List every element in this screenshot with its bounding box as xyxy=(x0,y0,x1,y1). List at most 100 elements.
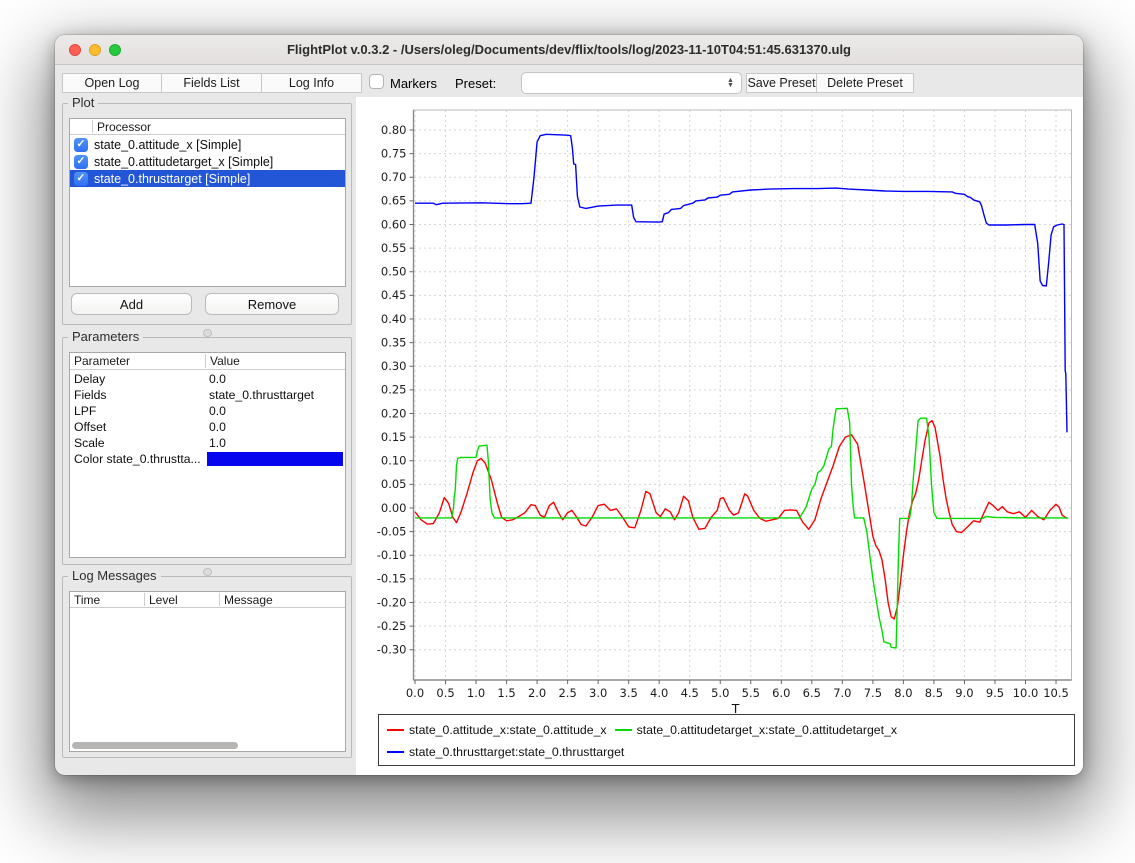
legend-label: state_0.attitude_x:state_0.attitude_x xyxy=(409,723,607,737)
svg-text:7.5: 7.5 xyxy=(864,686,882,700)
parameters-header: Parameter Value xyxy=(70,353,345,370)
title-bar: FlightPlot v.0.3.2 - /Users/oleg/Documen… xyxy=(55,35,1083,65)
plot-series-row[interactable]: state_0.thrusttarget [Simple] xyxy=(70,170,345,187)
param-value: 1.0 xyxy=(209,436,226,450)
delete-preset-button[interactable]: Delete Preset xyxy=(816,73,914,93)
minimize-button[interactable] xyxy=(89,44,101,56)
series-label: state_0.attitude_x [Simple] xyxy=(92,138,241,152)
fields-list-button[interactable]: Fields List xyxy=(161,73,262,93)
svg-text:0.25: 0.25 xyxy=(381,383,407,397)
value-column-header: Value xyxy=(210,354,240,368)
legend-label: state_0.thrusttarget:state_0.thrusttarge… xyxy=(409,745,624,759)
legend-label: state_0.attitudetarget_x:state_0.attitud… xyxy=(637,723,897,737)
param-name: Fields xyxy=(74,388,107,402)
plot-series-row[interactable]: state_0.attitudetarget_x [Simple] xyxy=(70,153,345,170)
param-value: state_0.thrusttarget xyxy=(209,388,314,402)
svg-text:1.5: 1.5 xyxy=(497,686,515,700)
green-line-sample xyxy=(615,729,632,731)
message-column-header: Message xyxy=(224,593,273,607)
svg-text:0.65: 0.65 xyxy=(381,194,407,208)
param-name: LPF xyxy=(74,404,96,418)
param-row[interactable]: LPF 0.0 xyxy=(70,403,345,419)
parameter-column-header: Parameter xyxy=(74,354,130,368)
svg-text:0.20: 0.20 xyxy=(381,406,407,420)
svg-text:0.45: 0.45 xyxy=(381,288,407,302)
svg-text:0.60: 0.60 xyxy=(381,217,407,231)
svg-text:0.30: 0.30 xyxy=(381,359,407,373)
param-name: Color state_0.thrustta... xyxy=(74,452,201,466)
svg-text:-0.10: -0.10 xyxy=(377,548,407,562)
save-preset-button[interactable]: Save Preset xyxy=(746,73,817,93)
param-row[interactable]: Delay 0.0 xyxy=(70,371,345,387)
series-checkbox[interactable] xyxy=(74,172,88,186)
toolbar: Open Log Fields List Log Info Markers Pr… xyxy=(55,65,1083,97)
parameters-group: Parameters Parameter Value Delay 0.0 Fie… xyxy=(62,337,352,565)
add-button[interactable]: Add xyxy=(71,293,192,315)
param-row[interactable]: Fields state_0.thrusttarget xyxy=(70,387,345,403)
preset-combobox[interactable]: ▲▼ xyxy=(521,72,742,94)
svg-text:5.5: 5.5 xyxy=(742,686,760,700)
svg-text:3.5: 3.5 xyxy=(620,686,638,700)
svg-text:-0.25: -0.25 xyxy=(377,619,407,633)
close-button[interactable] xyxy=(69,44,81,56)
param-value: 0.0 xyxy=(209,372,226,386)
svg-text:6.0: 6.0 xyxy=(772,686,790,700)
svg-text:0.05: 0.05 xyxy=(381,477,407,491)
zoom-button[interactable] xyxy=(109,44,121,56)
splitter-handle[interactable] xyxy=(203,329,212,337)
param-row[interactable]: Scale 1.0 xyxy=(70,435,345,451)
svg-text:-0.05: -0.05 xyxy=(377,524,407,538)
processor-column-header: Processor xyxy=(97,120,151,134)
svg-text:9.5: 9.5 xyxy=(986,686,1004,700)
svg-text:7.0: 7.0 xyxy=(833,686,851,700)
svg-text:T: T xyxy=(731,701,740,714)
splitter-handle[interactable] xyxy=(203,568,212,576)
log-messages-group: Log Messages Time Level Message xyxy=(62,576,352,758)
svg-text:5.0: 5.0 xyxy=(711,686,729,700)
parameters-group-title: Parameters xyxy=(68,329,143,344)
svg-text:10.5: 10.5 xyxy=(1043,686,1069,700)
traffic-lights xyxy=(69,44,121,56)
markers-checkbox[interactable] xyxy=(369,74,384,89)
param-name: Delay xyxy=(74,372,105,386)
flightplot-window: FlightPlot v.0.3.2 - /Users/oleg/Documen… xyxy=(55,35,1083,775)
series-checkbox[interactable] xyxy=(74,138,88,152)
parameters-table[interactable]: Parameter Value Delay 0.0 Fields state_0… xyxy=(69,352,346,558)
svg-text:2.5: 2.5 xyxy=(558,686,576,700)
remove-button[interactable]: Remove xyxy=(205,293,339,315)
svg-text:-0.15: -0.15 xyxy=(377,572,407,586)
processor-table[interactable]: Processor state_0.attitude_x [Simple] st… xyxy=(69,118,346,287)
legend-item: state_0.attitude_x:state_0.attitude_x xyxy=(387,723,607,737)
param-color-swatch[interactable] xyxy=(207,452,343,466)
series-label: state_0.attitudetarget_x [Simple] xyxy=(92,155,273,169)
chart-panel: -0.30-0.25-0.20-0.15-0.10-0.050.000.050.… xyxy=(356,97,1083,775)
svg-text:0.15: 0.15 xyxy=(381,430,407,444)
param-value: 0.0 xyxy=(209,420,226,434)
param-name: Scale xyxy=(74,436,105,450)
open-log-button[interactable]: Open Log xyxy=(62,73,162,93)
red-line-sample xyxy=(387,729,404,731)
series-checkbox[interactable] xyxy=(74,155,88,169)
log-messages-table[interactable]: Time Level Message xyxy=(69,591,346,752)
svg-text:0.35: 0.35 xyxy=(381,335,407,349)
horizontal-scrollbar[interactable] xyxy=(72,742,238,749)
svg-text:0.00: 0.00 xyxy=(381,501,407,515)
svg-text:4.5: 4.5 xyxy=(681,686,699,700)
svg-text:8.0: 8.0 xyxy=(894,686,912,700)
param-row-color[interactable]: Color state_0.thrustta... xyxy=(70,451,345,467)
plot-series-row[interactable]: state_0.attitude_x [Simple] xyxy=(70,136,345,153)
legend-item: state_0.attitudetarget_x:state_0.attitud… xyxy=(615,723,897,737)
series-label: state_0.thrusttarget [Simple] xyxy=(92,172,250,186)
legend-item: state_0.thrusttarget:state_0.thrusttarge… xyxy=(387,745,624,759)
svg-text:-0.30: -0.30 xyxy=(377,643,407,657)
log-info-button[interactable]: Log Info xyxy=(261,73,362,93)
svg-text:0.70: 0.70 xyxy=(381,170,407,184)
svg-text:2.0: 2.0 xyxy=(528,686,546,700)
plot-group-title: Plot xyxy=(68,95,98,110)
stepper-icon[interactable]: ▲▼ xyxy=(723,75,738,91)
chart-svg[interactable]: -0.30-0.25-0.20-0.15-0.10-0.050.000.050.… xyxy=(356,100,1080,714)
svg-text:0.75: 0.75 xyxy=(381,146,407,160)
markers-label: Markers xyxy=(390,76,437,91)
preset-label: Preset: xyxy=(455,76,496,91)
param-row[interactable]: Offset 0.0 xyxy=(70,419,345,435)
